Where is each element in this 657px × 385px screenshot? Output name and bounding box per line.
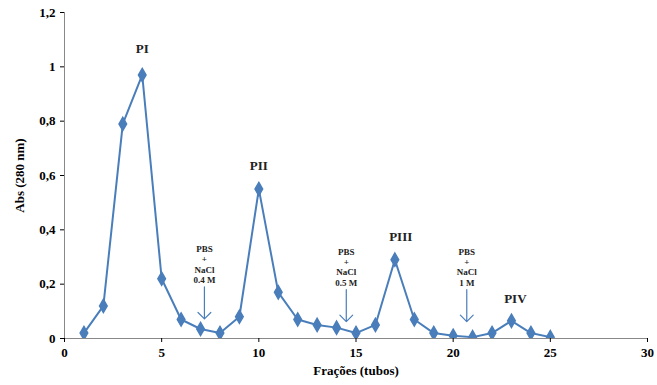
svg-text:0,4: 0,4 xyxy=(39,222,56,237)
svg-text:10: 10 xyxy=(252,345,265,360)
svg-text:0: 0 xyxy=(61,345,68,360)
svg-text:0,8: 0,8 xyxy=(39,113,56,128)
svg-text:15: 15 xyxy=(350,345,364,360)
svg-text:PI: PI xyxy=(136,41,149,56)
svg-text:Abs (280 nm): Abs (280 nm) xyxy=(12,138,27,212)
svg-text:Frações (tubos): Frações (tubos) xyxy=(313,363,399,378)
svg-text:30: 30 xyxy=(641,345,654,360)
svg-text:0: 0 xyxy=(49,331,56,346)
svg-text:PBS+NaCl0.5 M: PBS+NaCl0.5 M xyxy=(335,247,358,288)
svg-text:PIII: PIII xyxy=(389,229,412,244)
svg-text:25: 25 xyxy=(544,345,558,360)
svg-text:0,6: 0,6 xyxy=(39,168,56,183)
svg-text:5: 5 xyxy=(158,345,165,360)
svg-text:PBS+NaCl0.4 M: PBS+NaCl0.4 M xyxy=(193,244,216,285)
svg-text:PIV: PIV xyxy=(504,291,527,306)
svg-text:PBS+NaCl1 M: PBS+NaCl1 M xyxy=(457,247,477,288)
svg-text:1: 1 xyxy=(49,59,56,74)
svg-text:0,2: 0,2 xyxy=(39,276,55,291)
svg-text:20: 20 xyxy=(447,345,460,360)
svg-text:PII: PII xyxy=(250,158,268,173)
svg-text:1,2: 1,2 xyxy=(39,5,55,20)
